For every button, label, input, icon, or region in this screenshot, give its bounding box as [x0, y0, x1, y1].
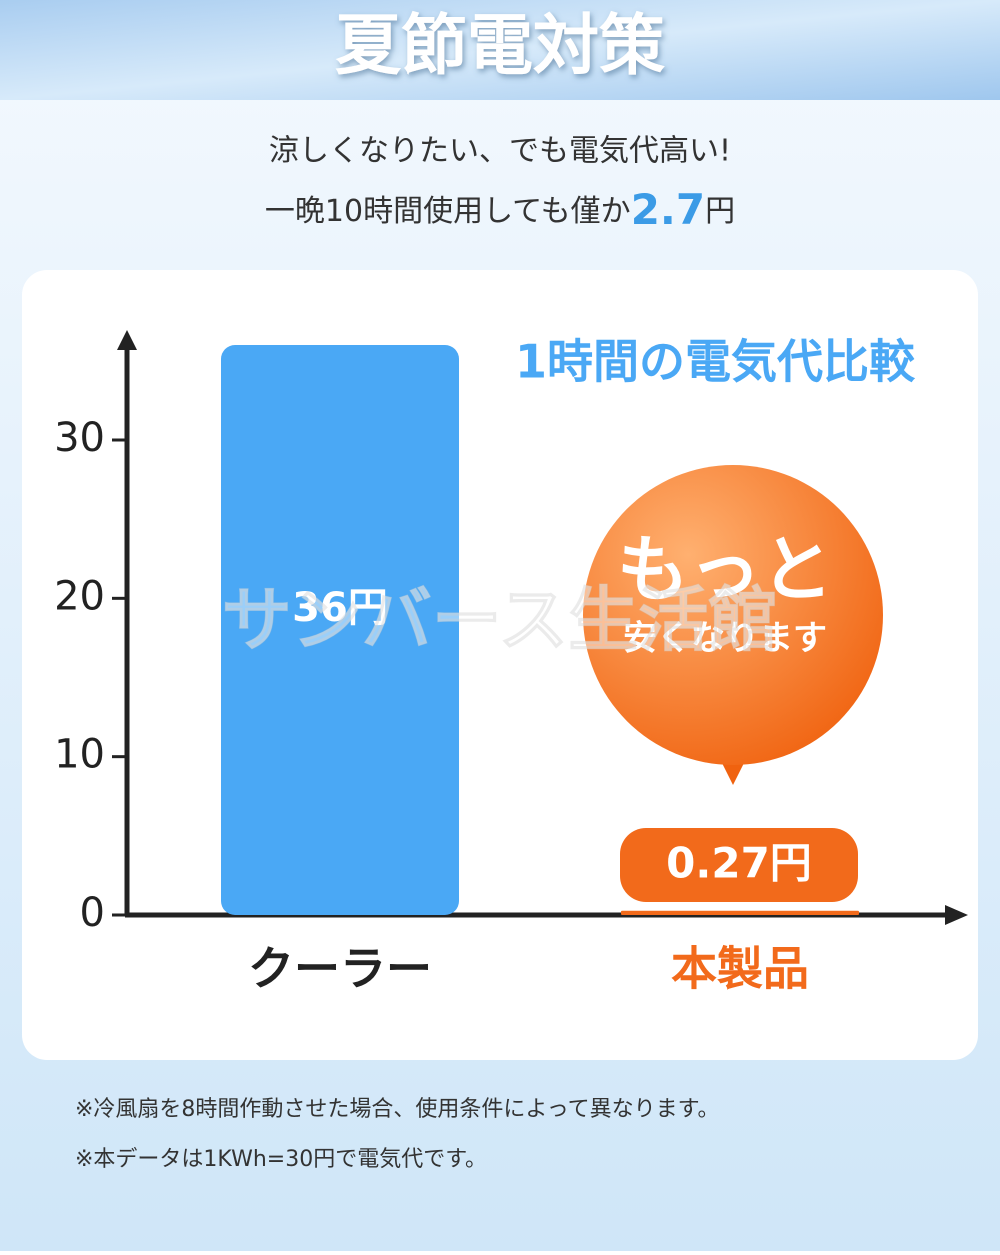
y-tick-label: 30 [54, 415, 105, 461]
x-tick-label: クーラー [248, 942, 432, 996]
watermark: サンバース生活館 [222, 579, 779, 661]
callout-text: 安くなります [623, 619, 827, 659]
y-tick-label: 20 [54, 573, 105, 619]
bar [221, 345, 459, 915]
callout-bubble [583, 465, 883, 765]
note: ※冷風扇を8時間作動させた場合、使用条件によって異なります。 [75, 1097, 719, 1122]
bar [621, 910, 859, 915]
highlight: 2.7 [631, 185, 705, 234]
text: 一晩10時間使用しても僅か [265, 194, 631, 229]
value-label: 0.27円 [666, 839, 812, 888]
subtitle-line: 一晩10時間使用しても僅か2.7円 [265, 185, 735, 234]
axis-arrow [117, 330, 137, 350]
text: 円 [705, 194, 735, 229]
header-title: 夏節電対策 [335, 7, 665, 84]
note: ※本データは1KWh=30円で電気代です。 [75, 1147, 487, 1172]
chart-title: 1時間の電気代比較 [515, 335, 916, 389]
axis-arrow [945, 905, 968, 925]
value-pill [620, 828, 858, 902]
value-label: 36円 [292, 585, 388, 631]
subtitle-line: 涼しくなりたい、でも電気代高い! [269, 134, 731, 169]
callout-text: もっと [617, 528, 833, 612]
y-tick-label: 0 [80, 890, 105, 936]
y-tick-label: 10 [54, 732, 105, 778]
header-band [0, 0, 1000, 100]
x-tick-label: 本製品 [671, 942, 809, 996]
